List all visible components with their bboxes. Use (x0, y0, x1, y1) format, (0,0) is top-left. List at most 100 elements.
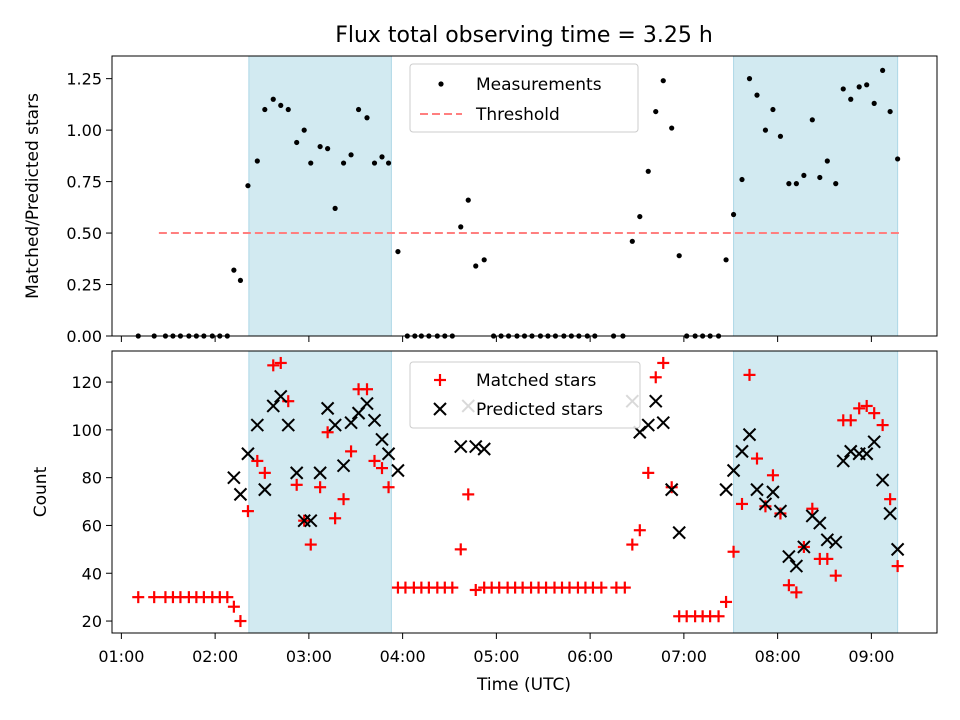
measurement-point (254, 158, 260, 164)
matched-stars-point (806, 502, 819, 515)
measurement-point (332, 205, 338, 211)
measurement-point (801, 172, 807, 179)
predicted-stars-point (750, 482, 764, 497)
matched-stars-point (884, 493, 897, 506)
measurement-point (840, 86, 846, 92)
measurement-point (340, 160, 347, 166)
predicted-stars-point (477, 442, 491, 456)
matched-stars-point (618, 581, 631, 594)
predicted-stars-point (867, 435, 881, 449)
predicted-stars-point (313, 466, 327, 480)
x-tick-label: 08:00 (755, 647, 801, 666)
predicted-stars-point (820, 533, 835, 547)
predicted-stars-point (758, 497, 773, 511)
measurement-point (669, 125, 675, 131)
legend-measurements-marker (438, 81, 444, 87)
predicted-stars-point (381, 447, 396, 461)
y-tick-label: 80 (82, 469, 102, 488)
matched-stars-point (876, 419, 889, 432)
predicted-stars-point (789, 559, 804, 573)
matched-stars-point (642, 466, 655, 479)
measurement-point (231, 267, 237, 273)
bottom-legend-box (409, 361, 641, 429)
matched-stars-point (345, 445, 358, 458)
predicted-stars-point (656, 415, 670, 430)
x-tick-label: 06:00 (567, 647, 613, 666)
measurement-point (653, 108, 659, 115)
bottom-panel-frame (111, 350, 938, 634)
measurement-point (887, 108, 893, 115)
predicted-stars-point (735, 444, 749, 459)
measurement-point (786, 181, 792, 187)
predicted-stars-point (813, 516, 827, 530)
measurement-point (746, 76, 753, 82)
matched-stars-point (774, 507, 787, 520)
measurement-point (754, 92, 760, 98)
matched-stars-point (736, 497, 748, 510)
matched-stars-point (829, 569, 842, 582)
predicted-stars-point (227, 470, 241, 485)
measurement-point (285, 106, 291, 113)
matched-stars-point (766, 469, 779, 482)
matched-stars-point (314, 481, 327, 494)
measurement-point (637, 213, 643, 220)
measurement-point (848, 96, 854, 102)
predicted-stars-point (719, 482, 733, 497)
measurement-point (895, 156, 901, 162)
matched-stars-point (361, 383, 373, 396)
matched-stars-point (241, 505, 254, 518)
predicted-stars-point (649, 394, 663, 408)
measurement-point (465, 197, 471, 203)
measurement-point (871, 100, 877, 106)
measurement-point (270, 96, 276, 102)
matched-stars-point (446, 581, 459, 594)
predicted-stars-point (375, 432, 389, 447)
top-panel-shaded-regions (248, 55, 899, 337)
x-tick-label: 05:00 (473, 647, 519, 666)
predicted-stars-point (641, 418, 655, 432)
predicted-stars-point (367, 413, 382, 428)
measurement-point (364, 115, 370, 121)
matched-stars-point (868, 407, 881, 420)
measurement-point (629, 238, 635, 244)
bottom-panel-legend: Matched stars Predicted stars (409, 361, 641, 429)
measurement-point (793, 181, 799, 187)
matched-stars-point (790, 586, 803, 599)
matched-stars-point (469, 583, 482, 596)
measurement-point (880, 67, 886, 74)
predicted-stars-point (304, 513, 318, 528)
predicted-stars-point (672, 525, 686, 540)
legend-measurements-label: Measurements (476, 75, 602, 95)
matched-stars-point (454, 543, 467, 556)
measurement-point (308, 160, 314, 166)
measurement-point (237, 277, 244, 284)
top-panel-legend: Measurements Threshold (409, 63, 639, 133)
bottom-panel-axes: 20 40 60 80 100 120 01:00 02:00 03:00 04:00 05:00 0… (71, 373, 894, 666)
legend-matched-marker (434, 374, 446, 386)
x-tick-label: 07:00 (661, 647, 707, 666)
predicted-stars-point (233, 487, 248, 502)
matched-stars-point (595, 581, 608, 594)
measurement-point (762, 127, 769, 133)
measurement-point (481, 257, 487, 263)
matched-stars-point (376, 462, 388, 475)
x-tick-label: 09:00 (848, 647, 894, 666)
predicted-stars-point (829, 535, 843, 549)
matched-stars-point (251, 454, 264, 467)
predicted-stars-point (726, 463, 741, 478)
predicted-stars-point (836, 454, 850, 468)
y-tick-label: 0.50 (66, 224, 102, 243)
predicted-stars-point (782, 549, 796, 564)
y-tick-label: 20 (82, 612, 102, 631)
bottom-panel-ylabel: Count (31, 466, 51, 517)
predicted-stars-point (274, 389, 288, 404)
matched-stars-point (304, 538, 317, 551)
predicted-stars-point (344, 415, 358, 430)
measurement-point (676, 253, 682, 259)
top-panel-frame (111, 55, 938, 337)
measurement-point (824, 158, 830, 164)
measurement-point (817, 174, 823, 181)
x-tick-label: 03:00 (286, 647, 332, 666)
predicted-stars-point (328, 418, 342, 432)
matched-stars-point (821, 552, 834, 565)
